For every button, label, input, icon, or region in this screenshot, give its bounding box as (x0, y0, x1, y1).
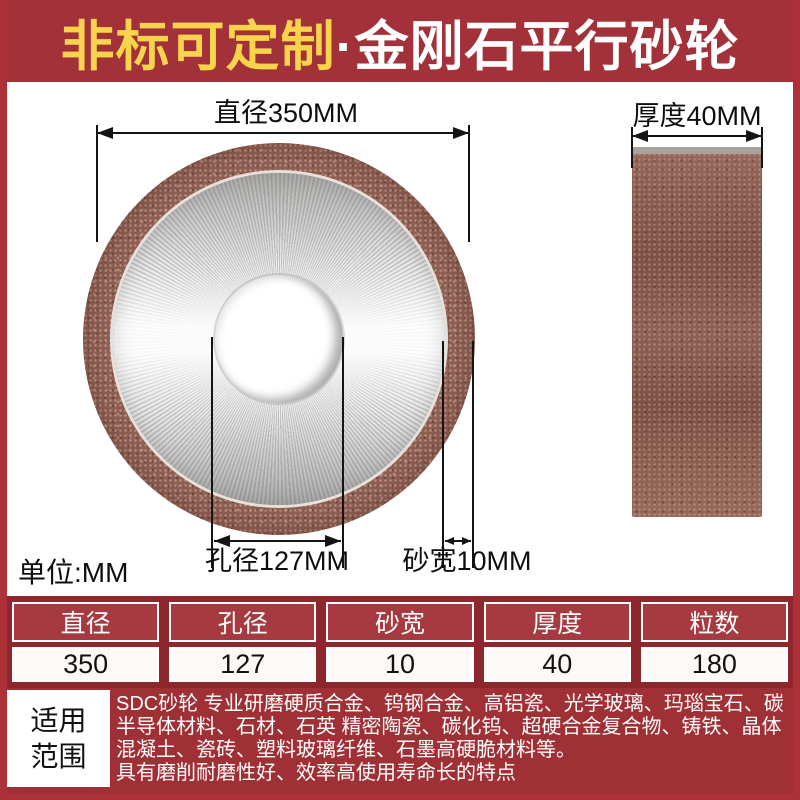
grit-width-extension-line-right (472, 341, 474, 568)
thickness-extension-line-right (761, 127, 763, 168)
spec-header-cell: 粒数 (640, 602, 789, 642)
spec-column-bore: 孔径 127 (169, 602, 317, 682)
bore-extension-line-right (342, 337, 344, 568)
application-scope-label-line: 范围 (30, 740, 87, 772)
application-text: SDC砂轮 专业研磨硬质合金、钨钢合金、高铝瓷、光学玻璃、玛瑙宝石、碳 半导体材… (116, 693, 792, 785)
spec-value-cell: 127 (169, 647, 317, 682)
bore-dimension-arrow (214, 535, 341, 547)
spec-value-cell: 10 (326, 647, 474, 682)
banner-title: ·金刚石平行砂轮 (335, 16, 740, 77)
grit-width-extension-line-left (442, 341, 444, 568)
wheel-front-view (83, 143, 475, 535)
grit-width-dimension-arrow (445, 537, 471, 545)
diameter-label: 直径350MM (213, 98, 359, 128)
banner-badge: 非标可定制 (60, 16, 336, 77)
spec-column-thickness: 厚度 40 (483, 602, 631, 682)
spec-column-grit-width: 砂宽 10 (326, 602, 474, 682)
thickness-dimension-arrow (632, 130, 762, 142)
diameter-extension-line-left (96, 125, 98, 242)
spec-table: 直径 350 孔径 127 砂宽 10 厚度 40 粒数 180 (0, 596, 800, 688)
spec-value-cell: 180 (640, 647, 789, 682)
wheel-side-view (632, 147, 762, 517)
spec-column-grit-count: 粒数 180 (640, 602, 789, 682)
wheel-bore-hole (215, 275, 343, 403)
application-line: 具有磨削耐磨性好、效率高使用寿命长的特点 (116, 762, 516, 784)
spec-header-cell: 砂宽 (326, 602, 474, 642)
bore-label: 孔径127MM (204, 546, 350, 576)
spec-column-diameter: 直径 350 (12, 602, 160, 682)
application-section: 适用 范围 SDC砂轮 专业研磨硬质合金、钨钢合金、高铝瓷、光学玻璃、玛瑙宝石、… (0, 688, 800, 800)
spec-value-cell: 40 (483, 647, 631, 682)
banner: 非标可定制 ·金刚石平行砂轮 (0, 0, 800, 82)
spec-value-cell: 350 (12, 647, 160, 682)
application-line: 混凝土、瓷砖、塑料玻璃纤维、石墨高硬脆材料等。 (116, 739, 576, 761)
diameter-extension-line-right (468, 125, 470, 242)
bore-extension-line-left (211, 337, 213, 568)
unit-label: 单位:MM (18, 557, 129, 588)
spec-header-cell: 厚度 (483, 602, 631, 642)
application-scope-label-line: 适用 (30, 704, 87, 736)
grit-width-label: 砂宽10MM (402, 546, 532, 576)
application-line: SDC砂轮 专业研磨硬质合金、钨钢合金、高铝瓷、光学玻璃、玛瑙宝石、碳 (116, 693, 784, 715)
application-scope-box: 适用 范围 (7, 690, 110, 787)
application-line: 半导体材料、石材、石英 精密陶瓷、碳化钨、超硬合金复合物、铸铁、晶体 (116, 716, 782, 738)
spec-header-cell: 直径 (12, 602, 160, 642)
thickness-label: 厚度40MM (632, 101, 762, 131)
spec-header-cell: 孔径 (169, 602, 317, 642)
diameter-dimension-arrow (97, 127, 469, 139)
thickness-extension-line-left (631, 127, 633, 168)
